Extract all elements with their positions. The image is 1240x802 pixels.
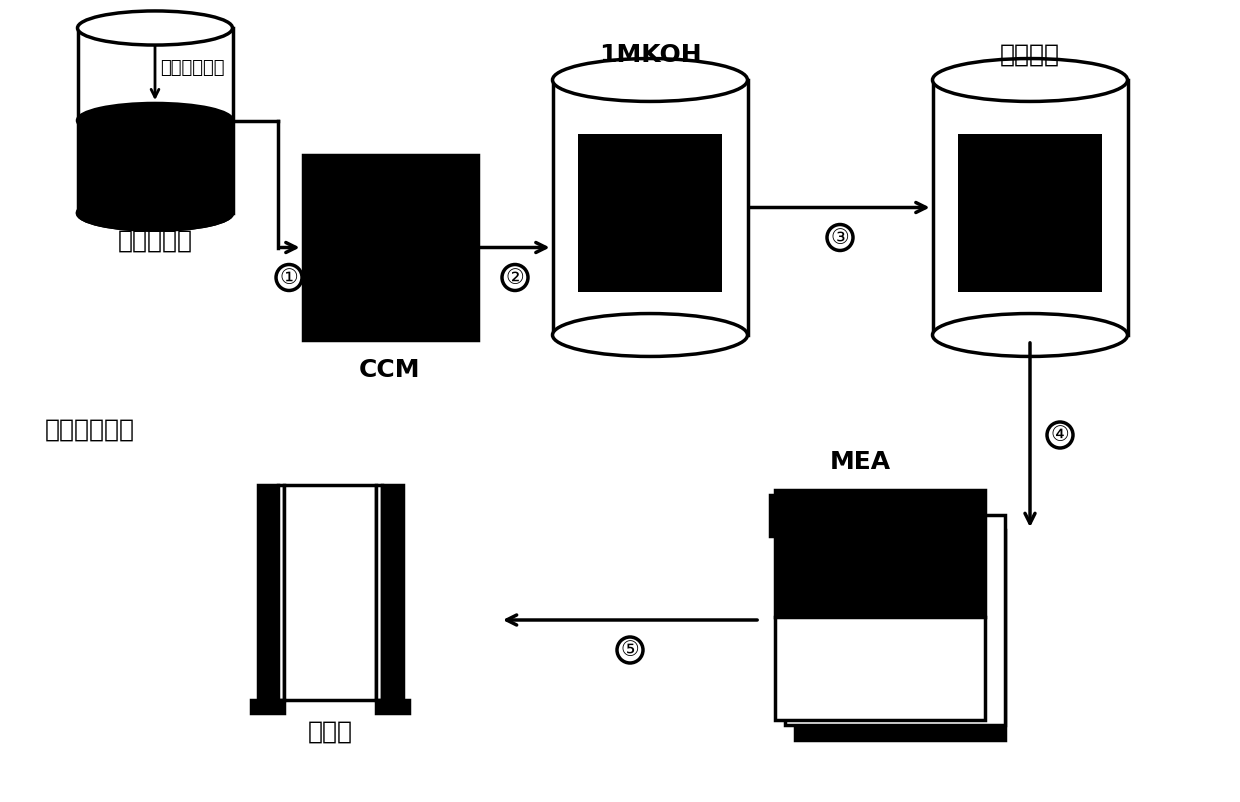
Circle shape [1047,422,1073,448]
Bar [775,617,985,720]
Bar [77,120,233,213]
Bar [284,485,377,700]
Bar [382,485,403,700]
Text: ④: ④ [1050,425,1069,445]
Ellipse shape [553,59,748,101]
Ellipse shape [553,314,748,356]
Text: ②: ② [506,268,525,287]
Ellipse shape [932,59,1127,101]
Bar [258,485,278,700]
Text: ①: ① [280,268,299,287]
Ellipse shape [77,196,233,230]
Text: 阴离子交换膜: 阴离子交换膜 [45,418,135,442]
Bar [578,134,722,292]
Circle shape [618,637,644,663]
Text: MEA: MEA [830,450,890,474]
Bar [278,485,284,700]
Bar [775,490,985,617]
Circle shape [827,225,853,250]
Bar [553,80,748,335]
Circle shape [502,265,528,290]
Bar [377,485,382,700]
Text: 全电池: 全电池 [308,720,352,744]
Text: 可溶性无机盐: 可溶性无机盐 [160,59,224,77]
Bar [770,495,785,536]
Bar [77,28,233,213]
Bar [795,530,1004,740]
Text: 去离子水: 去离子水 [999,43,1060,67]
Circle shape [277,265,303,290]
Text: ⑤: ⑤ [621,640,640,660]
Text: 徂化剂墨水: 徂化剂墨水 [118,229,192,253]
Text: 1MKOH: 1MKOH [599,43,702,67]
Ellipse shape [77,11,233,45]
Bar [376,700,409,713]
Ellipse shape [77,103,233,138]
Bar [252,700,284,713]
Ellipse shape [932,314,1127,356]
Text: CCM: CCM [360,358,420,382]
Bar [303,155,477,340]
Bar [957,134,1102,292]
Bar [785,515,1004,725]
Text: ③: ③ [831,228,849,248]
Bar [932,80,1127,335]
